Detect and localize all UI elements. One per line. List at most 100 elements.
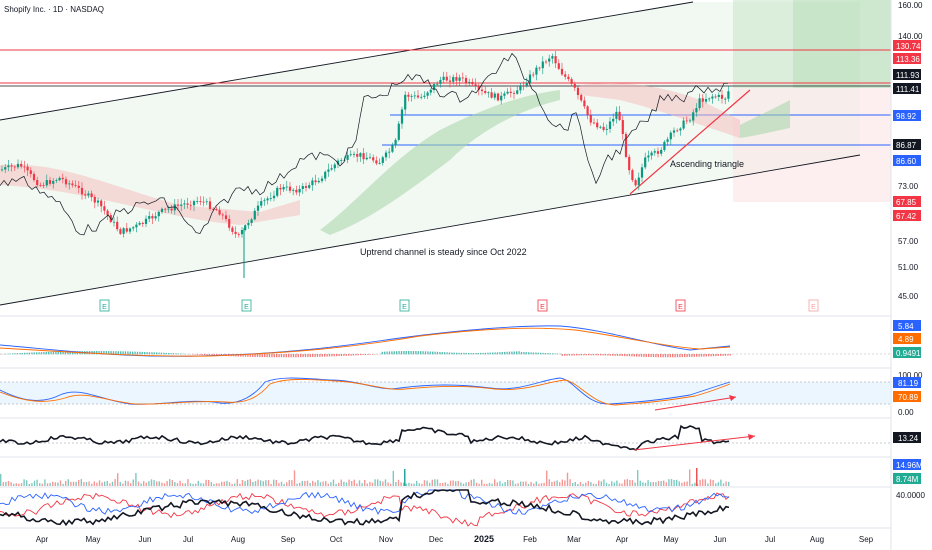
macd-histogram-bar [197,354,198,355]
macd-histogram-bar [689,354,690,357]
macd-histogram-bar [118,351,119,354]
candle-body [580,95,582,100]
volume-bar [705,479,706,486]
volume-bar [562,480,563,486]
volume-bar [567,473,568,486]
volume-bar [517,483,518,486]
candle-body [465,78,467,83]
volume-bar [166,481,167,486]
volume-bar [78,480,79,486]
candle-body [523,85,525,86]
svg-text:E: E [811,304,816,311]
macd-histogram-bar [696,354,697,357]
macd-histogram-bar [535,353,536,355]
macd-histogram-bar [434,352,435,355]
volume-bar [497,482,498,486]
candle-body [596,123,598,128]
macd-histogram-bar [451,353,452,355]
volume-bar [60,480,61,486]
volume-bar [593,484,594,486]
candle-body [119,229,121,234]
volume-bar [203,483,204,486]
volume-bar [494,479,495,486]
volume-bar [419,483,420,486]
volume-bar [404,469,406,486]
candle-body [196,201,198,202]
volume-bar [653,482,654,486]
macd-histogram-bar [665,354,666,357]
earnings-marker-4[interactable]: E [538,300,547,311]
svg-text:E: E [244,304,249,311]
earnings-marker-1[interactable]: E [100,300,109,311]
price-axis[interactable]: 160.00 140.00 73.00 57.00 51.00 45.00 13… [893,1,925,500]
time-axis[interactable]: Apr May Jun Jul Aug Sep Oct Nov Dec 2025 Feb Mar Apr… [36,534,874,544]
volume-bar [702,479,703,486]
earnings-marker-2[interactable]: E [242,300,251,311]
macd-histogram-bar [713,354,714,356]
candle-body [692,112,694,120]
candle-body [228,219,230,228]
volume-bar [673,480,674,486]
earnings-marker-3[interactable]: E [400,300,409,311]
macd-histogram-bar [497,352,498,354]
volume-bar [322,482,323,486]
candle-body [129,228,131,231]
volume-bar [507,480,508,486]
volume-bar [640,481,641,486]
candle-body [507,92,509,94]
candle-body [75,185,77,186]
macd-histogram-bar [521,352,522,354]
volume-bar [109,483,110,486]
volume-bar [663,481,664,486]
volume-bar [512,480,513,486]
volume-bar [283,484,284,486]
macd-histogram-bar [461,353,462,354]
candle-body [87,193,89,195]
earnings-marker-6[interactable]: E [809,300,818,311]
earnings-marker-5[interactable]: E [676,300,685,311]
macd-histogram-bar [610,354,611,356]
volume-bar [270,484,271,486]
macd-histogram-bar [576,354,577,355]
volume-bar [354,480,355,486]
macd-histogram-bar [26,353,27,355]
macd-histogram-bar [458,353,459,354]
macd-histogram-bar [343,354,344,356]
candle-body [116,222,118,229]
macd-histogram-bar [262,354,263,357]
volume-bar [36,480,37,486]
volume-bar [169,479,170,486]
macd-histogram-bar [662,354,663,357]
volume-bar [138,482,139,486]
macd-histogram-bar [341,354,342,356]
stoch-pane [0,378,891,410]
volume-bar [320,482,321,486]
macd-histogram-bar [353,354,354,355]
candle-body [94,197,96,203]
volume-bar [286,482,287,486]
volume-bar [299,483,300,486]
macd-histogram-bar [14,353,15,354]
volume-bar [582,484,583,486]
macd-histogram-bar [482,353,483,354]
svg-text:E: E [402,304,407,311]
macd-histogram-bar [137,352,138,355]
candle-body [548,59,550,62]
macd-histogram-bar [154,352,155,354]
candle-body [161,209,163,212]
candle-body [462,78,464,79]
macd-histogram-bar [547,353,548,354]
candle-body [398,124,400,140]
volume-bar [122,484,123,486]
macd-histogram-bar [413,351,414,354]
candle-body [100,201,102,207]
macd-histogram-bar [432,352,433,355]
macd-histogram-bar [502,352,503,354]
macd-histogram-bar [701,354,702,357]
volume-bar [325,481,326,486]
macd-histogram-bar [552,353,553,354]
volume-bar [728,482,729,486]
volume-bar [634,483,635,486]
volume-bar [533,484,534,486]
